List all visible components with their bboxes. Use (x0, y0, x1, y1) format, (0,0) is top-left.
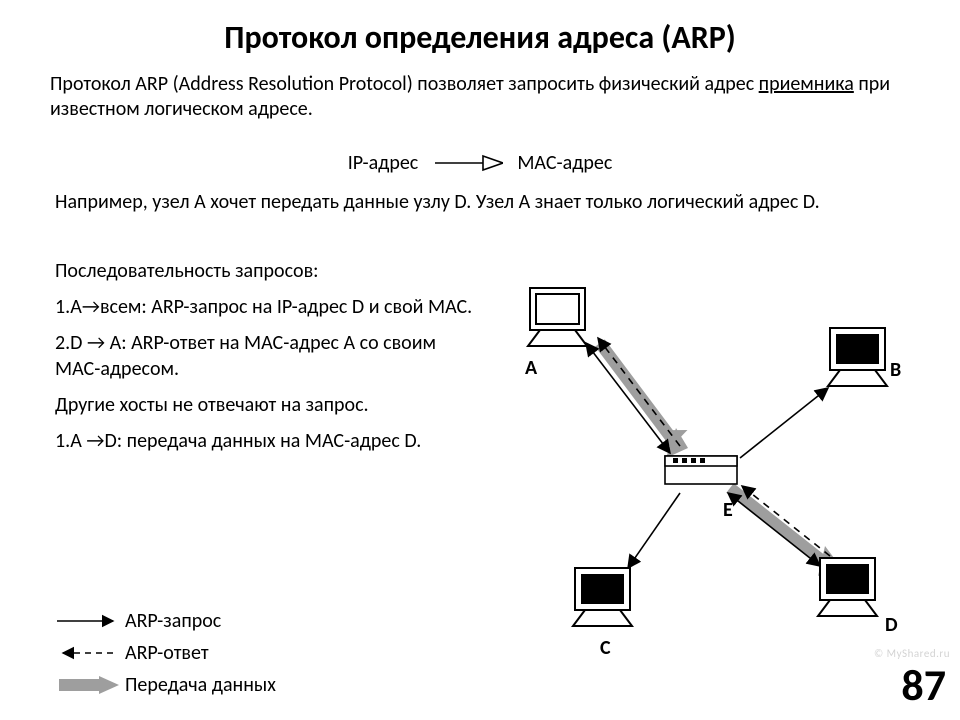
label-B: B (890, 358, 901, 382)
example-paragraph: Например, узел A хочет передать данные у… (55, 190, 925, 215)
label-E: E (723, 498, 733, 522)
slide-title: Протокол определения адреса (ARP) (0, 0, 960, 57)
mac-label: MAC-адрес (517, 151, 612, 175)
req-E-D (728, 493, 820, 566)
slide-number: 87 (901, 658, 946, 712)
legend-request-icon (55, 614, 125, 628)
intro-paragraph: Протокол ARP (Address Resolution Protoco… (50, 72, 920, 122)
legend-reply-icon (55, 646, 125, 660)
computer-D-icon (818, 558, 877, 616)
legend-data: Передача данных (55, 672, 276, 698)
label-A: A (525, 356, 537, 380)
legend-request-label: ARP-запрос (125, 609, 221, 633)
intro-underlined: приемника (759, 72, 854, 96)
legend: ARP-запрос ARP-ответ Передача данных (55, 608, 276, 704)
computer-A-icon (528, 288, 587, 346)
network-diagram: A B C D E (470, 258, 930, 658)
label-D: D (885, 613, 898, 637)
sequence-block: Последовательность запросов: 1.A→всем: A… (55, 258, 475, 464)
computer-C-icon (573, 568, 632, 626)
legend-reply: ARP-ответ (55, 640, 276, 666)
legend-data-icon (55, 676, 125, 694)
req-E-C (628, 493, 680, 568)
label-C: C (600, 636, 611, 660)
sequence-item-2: 2.D → A: ARP-ответ на MAC-адрес A со сво… (55, 330, 475, 382)
data-arrow-A-E (600, 343, 688, 458)
arrow-icon (433, 154, 503, 172)
sequence-heading: Последовательность запросов: (55, 258, 475, 284)
req-E-A (586, 343, 670, 453)
legend-data-label: Передача данных (125, 673, 276, 697)
req-E-B (740, 388, 828, 458)
sequence-note: Другие хосты не отвечают на запрос. (55, 392, 475, 418)
legend-reply-label: ARP-ответ (125, 641, 209, 665)
hub-E-icon (665, 456, 737, 484)
ip-label: IP-адрес (348, 151, 419, 175)
intro-pre: Протокол ARP (Address Resolution Protoco… (50, 72, 759, 96)
legend-request: ARP-запрос (55, 608, 276, 634)
sequence-item-1: 1.A→всем: ARP-запрос на IP-адрес D и сво… (55, 294, 475, 320)
diagram-svg (470, 258, 930, 658)
reply-D-E (742, 486, 830, 556)
sequence-item-3: 1.A →D: передача данных на MAC-адрес D. (55, 428, 475, 454)
computer-B-icon (828, 328, 887, 386)
ip-to-mac-row: IP-адрес MAC-адрес (0, 150, 960, 175)
